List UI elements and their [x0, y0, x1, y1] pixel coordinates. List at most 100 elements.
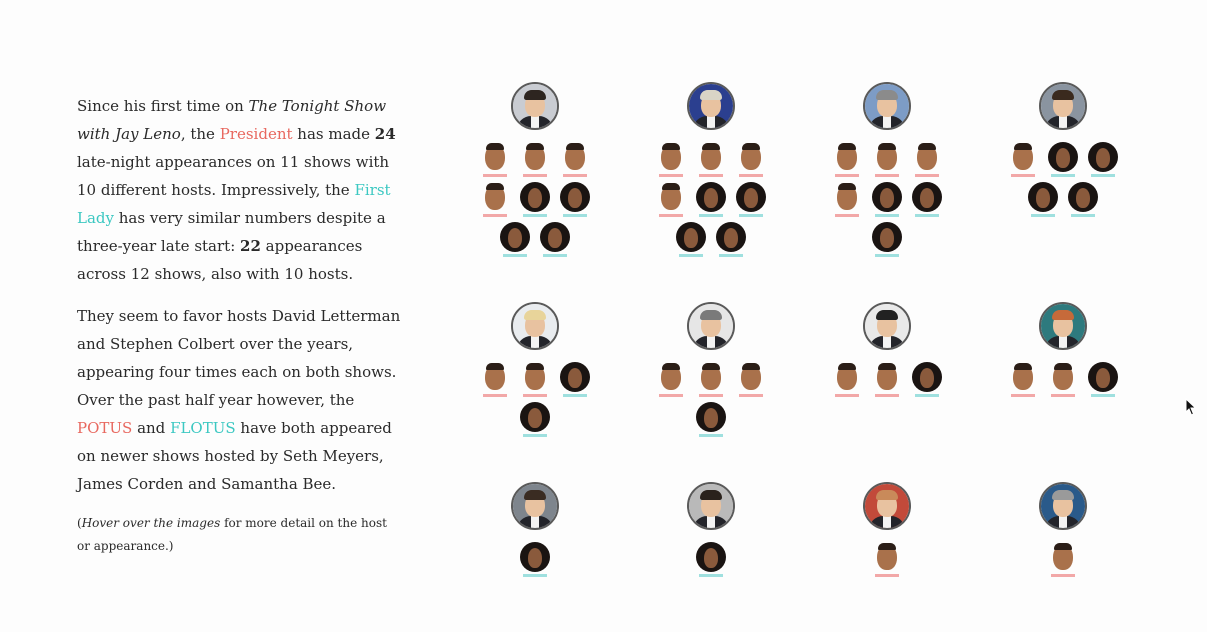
first-lady-appearance[interactable] — [871, 222, 903, 258]
first-lady-appearance[interactable] — [559, 362, 591, 398]
president-appearance[interactable] — [735, 142, 767, 178]
host-avatar-leno[interactable] — [863, 82, 911, 130]
host-avatar-letterman[interactable] — [687, 82, 735, 130]
host-avatar-degeneres[interactable] — [511, 302, 559, 350]
president-appearance[interactable] — [559, 142, 591, 178]
first-lady-appearance[interactable] — [715, 222, 747, 258]
president-appearance[interactable] — [911, 142, 943, 178]
hover-note: (Hover over the images for more detail o… — [77, 512, 402, 558]
p1-segment: 22 — [240, 237, 261, 255]
first-lady-appearance[interactable] — [519, 182, 551, 218]
president-appearance[interactable] — [831, 362, 863, 398]
p2-segment: FLOTUS — [170, 419, 236, 437]
host-group-bee — [822, 482, 952, 580]
president-appearance[interactable] — [655, 142, 687, 178]
president-appearance[interactable] — [1007, 362, 1039, 398]
president-appearance[interactable] — [831, 142, 863, 178]
first-lady-appearance[interactable] — [499, 222, 531, 258]
p1-segment: late-night appearances on 11 shows with … — [77, 153, 390, 199]
first-lady-appearance[interactable] — [539, 222, 571, 258]
president-appearance[interactable] — [1007, 142, 1039, 178]
p2-segment: POTUS — [77, 419, 133, 437]
host-avatar-obrien[interactable] — [1039, 302, 1087, 350]
appearances-list — [646, 360, 776, 440]
first-lady-appearance[interactable] — [559, 182, 591, 218]
host-avatar-corden[interactable] — [687, 482, 735, 530]
first-lady-appearance[interactable] — [871, 182, 903, 218]
first-lady-appearance[interactable] — [1067, 182, 1099, 218]
p1-segment: First Lady — [77, 181, 391, 227]
first-lady-appearance[interactable] — [735, 182, 767, 218]
appearances-list — [822, 360, 952, 400]
first-lady-appearance[interactable] — [1087, 362, 1119, 398]
appearances-list — [470, 540, 600, 580]
appearances-list — [470, 140, 600, 260]
first-lady-appearance[interactable] — [1087, 142, 1119, 178]
appearances-list — [998, 540, 1128, 580]
president-appearance[interactable] — [655, 182, 687, 218]
note-segment: ( — [77, 516, 82, 530]
host-group-corden — [646, 482, 776, 580]
p2-segment: have both appeared on newer shows hosted… — [77, 419, 392, 493]
host-avatar-meyers[interactable] — [511, 482, 559, 530]
host-group-maher — [998, 482, 1128, 580]
appearances-list — [646, 140, 776, 260]
appearances-list — [646, 540, 776, 580]
appearances-list — [822, 540, 952, 580]
president-appearance[interactable] — [871, 362, 903, 398]
first-lady-appearance[interactable] — [911, 362, 943, 398]
p1-segment: 24 — [374, 125, 396, 143]
host-group-kimmel — [822, 302, 952, 400]
president-appearance[interactable] — [871, 142, 903, 178]
host-group-colbert — [470, 82, 600, 260]
p1-segment: has very similar numbers despite a three… — [77, 209, 386, 255]
p1-segment: The Tonight Show with Jay Leno — [77, 97, 387, 143]
first-lady-appearance[interactable] — [695, 402, 727, 438]
host-group-letterman — [646, 82, 776, 260]
p1-segment: Since his first time on — [77, 97, 249, 115]
p1-segment: , the — [180, 125, 220, 143]
president-appearance[interactable] — [735, 362, 767, 398]
host-avatar-bee[interactable] — [863, 482, 911, 530]
first-lady-appearance[interactable] — [911, 182, 943, 218]
p2-segment: and — [132, 419, 171, 437]
note-segment: Hover over the images — [81, 516, 221, 530]
p1-segment: appearances across 12 shows, also with 1… — [77, 237, 363, 283]
first-lady-appearance[interactable] — [519, 402, 551, 438]
president-appearance[interactable] — [831, 182, 863, 218]
first-lady-appearance[interactable] — [519, 542, 551, 578]
president-appearance[interactable] — [655, 362, 687, 398]
appearances-list — [998, 140, 1128, 220]
host-group-degeneres — [470, 302, 600, 440]
president-appearance[interactable] — [479, 362, 511, 398]
host-avatar-fallon[interactable] — [1039, 82, 1087, 130]
host-group-leno — [822, 82, 952, 260]
appearances-list — [470, 360, 600, 440]
host-group-meyers — [470, 482, 600, 580]
president-appearance[interactable] — [479, 182, 511, 218]
president-appearance[interactable] — [695, 362, 727, 398]
president-appearance[interactable] — [479, 142, 511, 178]
first-lady-appearance[interactable] — [695, 182, 727, 218]
host-avatar-stewart[interactable] — [687, 302, 735, 350]
first-lady-appearance[interactable] — [695, 542, 727, 578]
host-avatar-colbert[interactable] — [511, 82, 559, 130]
p2-segment: They seem to favor hosts David Letterman… — [77, 307, 401, 409]
president-appearance[interactable] — [695, 142, 727, 178]
president-appearance[interactable] — [871, 542, 903, 578]
president-appearance[interactable] — [519, 362, 551, 398]
president-appearance[interactable] — [1047, 542, 1079, 578]
first-lady-appearance[interactable] — [675, 222, 707, 258]
favorites-paragraph: They seem to favor hosts David Letterman… — [77, 302, 402, 498]
host-avatar-kimmel[interactable] — [863, 302, 911, 350]
president-appearance[interactable] — [1047, 362, 1079, 398]
p1-segment: President — [219, 125, 293, 143]
host-avatar-maher[interactable] — [1039, 482, 1087, 530]
article-text: Since his first time on The Tonight Show… — [77, 92, 402, 572]
president-appearance[interactable] — [519, 142, 551, 178]
first-lady-appearance[interactable] — [1027, 182, 1059, 218]
note-segment: for more detail on the host or appearanc… — [77, 516, 387, 553]
p1-segment: has made — [292, 125, 375, 143]
first-lady-appearance[interactable] — [1047, 142, 1079, 178]
host-group-obrien — [998, 302, 1128, 400]
